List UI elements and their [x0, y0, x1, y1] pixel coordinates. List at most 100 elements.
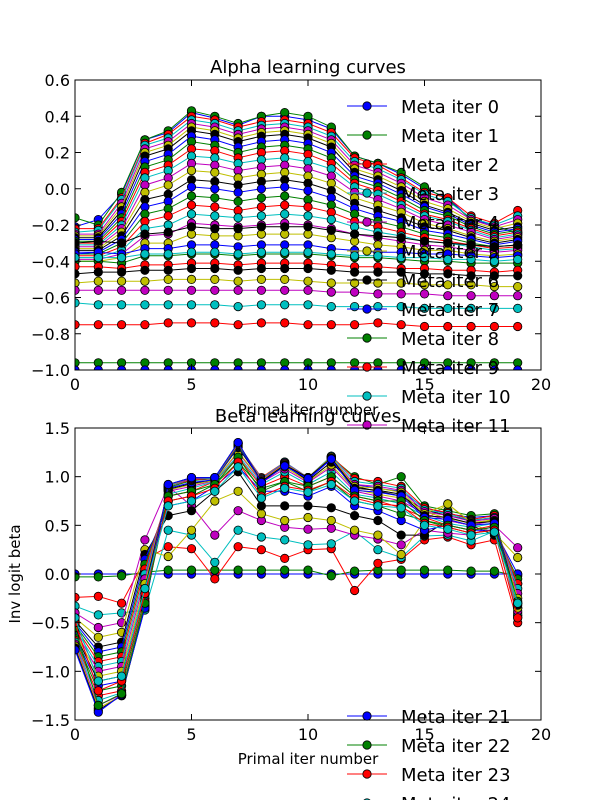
data-point [256, 247, 266, 257]
y-tick-label: 0.0 [45, 565, 70, 584]
beta-legend: Meta iter 21 Meta iter 22 Meta iter 23 Meta… [347, 707, 511, 800]
data-point [256, 193, 266, 203]
data-point [117, 320, 127, 330]
data-point [280, 285, 290, 295]
data-point [280, 263, 290, 274]
y-tick-label: 0.0 [45, 180, 70, 199]
data-point [326, 215, 336, 225]
legend-entry: Meta iter 2 [347, 155, 499, 176]
legend-label: Meta iter 21 [401, 707, 511, 728]
legend-entry: Meta iter 4 [347, 213, 499, 234]
x-tick-label: 10 [298, 375, 318, 394]
legend-entry: Meta iter 5 [347, 242, 499, 263]
legend-entry: Meta iter 7 [347, 300, 499, 321]
data-point [443, 238, 453, 248]
data-point [233, 525, 243, 535]
data-point [326, 301, 336, 312]
data-point [233, 565, 243, 575]
data-point [303, 320, 313, 330]
legend-label: Meta iter 22 [401, 736, 511, 757]
data-point [117, 238, 127, 248]
data-point [419, 321, 430, 332]
y-tick-label: −1.0 [31, 361, 70, 380]
data-point [186, 472, 197, 483]
legend-label: Meta iter 23 [401, 765, 511, 786]
data-point [140, 300, 150, 310]
data-point [210, 202, 220, 212]
data-point [373, 251, 383, 261]
data-point [210, 318, 220, 328]
data-point [280, 565, 290, 575]
data-point [513, 281, 523, 292]
data-point [256, 202, 266, 212]
data-point [396, 301, 406, 312]
data-point [210, 530, 220, 540]
y-tick-label: 0.6 [45, 71, 70, 90]
data-point [210, 486, 220, 496]
data-point [373, 301, 383, 312]
legend-label: Meta iter 5 [401, 242, 499, 263]
data-point [280, 501, 290, 511]
legend-label: Meta iter 4 [401, 213, 499, 234]
data-point [140, 276, 150, 286]
data-point [233, 320, 243, 330]
x-tick-label: 10 [298, 725, 318, 744]
data-point [303, 300, 313, 310]
data-point [93, 622, 103, 633]
data-point [117, 671, 127, 681]
beta-plot-area [75, 437, 523, 717]
data-point [303, 186, 313, 196]
data-point [163, 285, 173, 295]
data-point [163, 249, 173, 259]
data-point [349, 585, 360, 596]
data-point [140, 265, 150, 275]
alpha-legend: Meta iter 0 Meta iter 1 Meta iter 2 Meta it… [347, 97, 511, 437]
data-point [256, 501, 266, 511]
data-point [466, 530, 476, 540]
data-point [256, 565, 266, 575]
data-point [233, 506, 243, 516]
data-point [443, 280, 453, 290]
data-point [163, 551, 173, 562]
data-point [349, 229, 360, 239]
data-point [419, 303, 430, 313]
data-point [396, 233, 406, 243]
data-point [186, 274, 197, 284]
data-point [466, 566, 476, 576]
data-point [117, 267, 127, 277]
data-point [373, 318, 383, 328]
data-point [303, 247, 313, 257]
data-point [280, 483, 290, 493]
y-tick-label: −0.4 [31, 252, 70, 271]
data-point [140, 285, 150, 295]
data-point [303, 222, 313, 232]
data-point [280, 300, 290, 310]
data-point [349, 278, 360, 288]
data-point [303, 263, 313, 274]
data-point [233, 437, 243, 448]
legend-label: Meta iter 10 [401, 387, 511, 408]
data-point [513, 598, 523, 608]
data-point [93, 591, 103, 602]
y-tick-label: −1.0 [31, 662, 70, 681]
data-point [373, 545, 383, 555]
data-point [466, 303, 476, 313]
data-point [373, 487, 383, 497]
data-point [233, 196, 243, 206]
data-point [256, 274, 266, 284]
data-point [210, 184, 220, 194]
data-point [163, 274, 173, 284]
data-point [396, 278, 406, 288]
data-point [396, 503, 406, 513]
data-point [513, 321, 523, 332]
data-point [443, 524, 453, 534]
data-point [233, 542, 243, 552]
data-point [303, 512, 313, 523]
data-point [303, 473, 313, 484]
data-point [233, 462, 243, 472]
data-point [349, 566, 360, 576]
alpha-x-axis-label: Primal iter number [238, 401, 379, 419]
data-point [280, 209, 290, 219]
data-point [326, 539, 336, 549]
data-point [256, 318, 266, 328]
